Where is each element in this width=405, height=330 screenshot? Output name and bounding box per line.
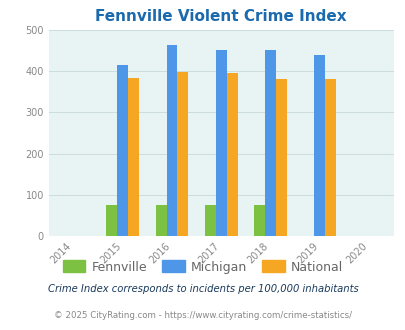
Bar [254,205,264,236]
Bar [275,79,286,236]
Bar [106,205,117,236]
Bar [177,72,188,236]
Bar [314,55,324,236]
Bar [117,65,128,236]
Text: © 2025 CityRating.com - https://www.cityrating.com/crime-statistics/: © 2025 CityRating.com - https://www.city… [54,312,351,320]
Bar [156,205,166,236]
Title: Fennville Violent Crime Index: Fennville Violent Crime Index [95,9,346,24]
Bar [215,50,226,236]
Bar [324,79,335,236]
Text: Crime Index corresponds to incidents per 100,000 inhabitants: Crime Index corresponds to incidents per… [47,284,358,294]
Legend: Fennville, Michigan, National: Fennville, Michigan, National [58,255,347,279]
Bar [264,50,275,236]
Bar [226,73,237,236]
Bar [205,205,215,236]
Bar [166,46,177,236]
Bar [128,78,139,236]
